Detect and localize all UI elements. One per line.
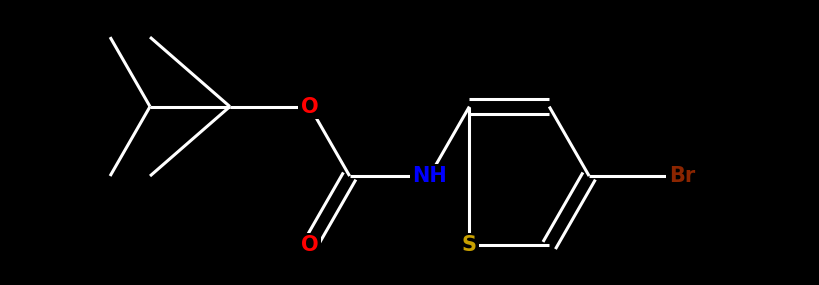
Text: O: O: [301, 97, 319, 117]
Text: O: O: [301, 235, 319, 255]
Text: NH: NH: [412, 166, 447, 186]
Text: Br: Br: [669, 166, 695, 186]
Text: S: S: [462, 235, 477, 255]
